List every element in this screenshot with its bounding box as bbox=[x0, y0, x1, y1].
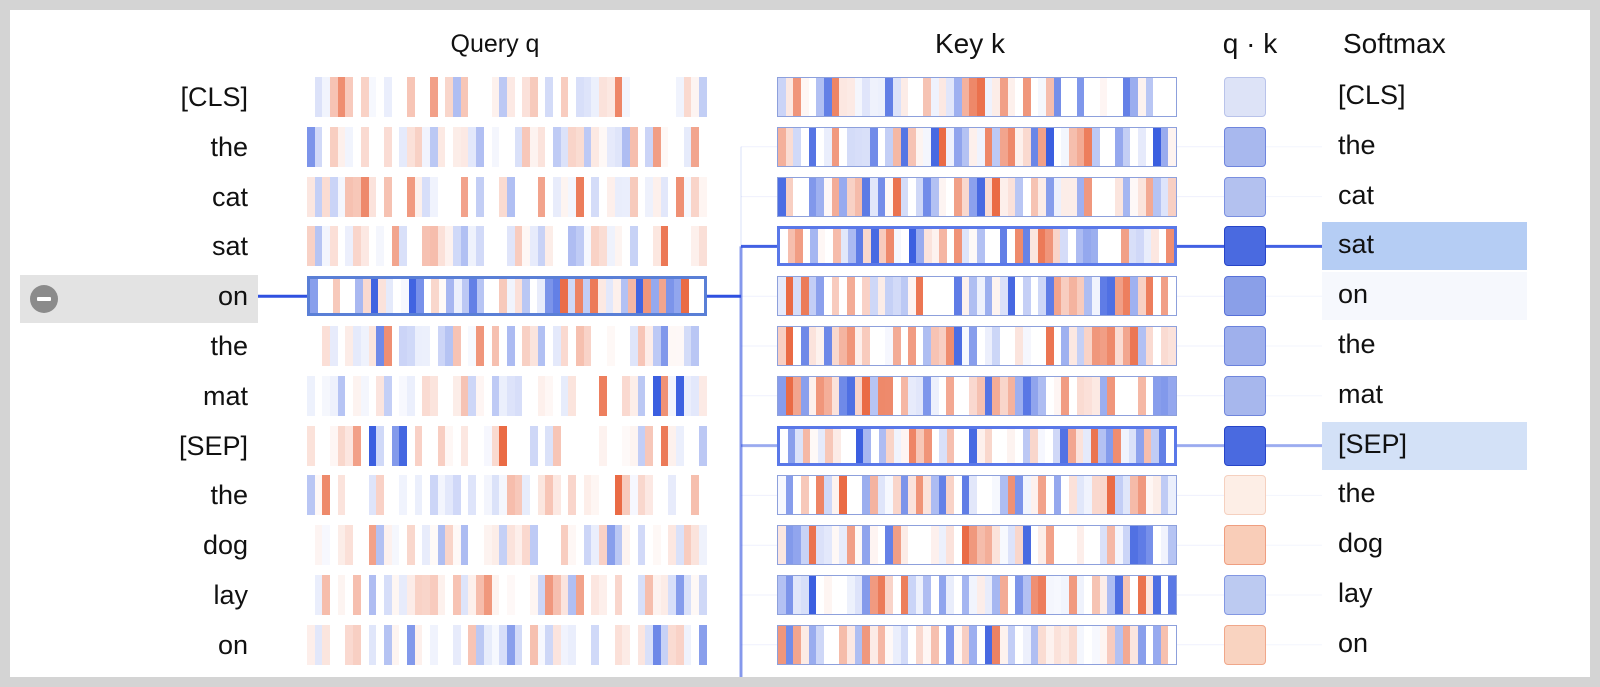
softmax-token-label: sat bbox=[1322, 222, 1527, 271]
query-vector bbox=[307, 375, 707, 416]
query-vector bbox=[307, 475, 707, 516]
dot-product-column-header: q · k bbox=[1222, 28, 1278, 59]
key-vector bbox=[777, 375, 1177, 416]
key-vector bbox=[777, 276, 1177, 317]
softmax-token-label: lay bbox=[1338, 578, 1373, 608]
key-vector bbox=[777, 525, 1177, 566]
softmax-token-label: the bbox=[1338, 129, 1376, 160]
query-token-label[interactable]: mat bbox=[202, 380, 248, 411]
query-token-label[interactable]: sat bbox=[211, 231, 248, 262]
query-vector-selected bbox=[307, 276, 707, 317]
softmax-token-label: dog bbox=[1338, 528, 1384, 559]
key-vector-attended bbox=[777, 425, 1177, 466]
softmax-token-label: the bbox=[1338, 329, 1376, 359]
query-vector bbox=[307, 126, 707, 167]
query-vector bbox=[307, 77, 707, 117]
query-vector bbox=[307, 326, 707, 366]
query-token-label[interactable]: dog bbox=[202, 530, 248, 561]
query-token-label[interactable]: cat bbox=[211, 181, 248, 212]
query-token-label[interactable]: on bbox=[217, 629, 248, 660]
key-vector bbox=[777, 77, 1177, 117]
softmax-column-header: Softmax bbox=[1343, 28, 1446, 59]
softmax-token-label: [CLS] bbox=[1338, 80, 1406, 110]
key-vector-attended bbox=[777, 226, 1177, 267]
query-vector bbox=[307, 525, 707, 566]
softmax-token-label: mat bbox=[1338, 378, 1384, 409]
query-token-label[interactable]: the bbox=[210, 131, 248, 162]
key-vector bbox=[777, 176, 1177, 217]
dot-product-cell bbox=[1224, 226, 1266, 267]
dot-product-cell bbox=[1224, 176, 1266, 217]
query-column-header: Query q bbox=[450, 30, 540, 58]
key-vector bbox=[777, 326, 1177, 366]
query-token-label[interactable]: lay bbox=[213, 580, 248, 610]
dot-product-cell bbox=[1224, 77, 1266, 117]
key-vector bbox=[777, 475, 1177, 516]
dot-product-cell bbox=[1224, 126, 1266, 167]
query-token-label[interactable]: the bbox=[210, 480, 248, 511]
attention-visualization-panel: Query q Key k q · k Softmax [CLS] [CLS] th… bbox=[10, 10, 1590, 677]
minus-circle-icon[interactable] bbox=[30, 285, 58, 313]
query-token-label[interactable]: on bbox=[217, 281, 248, 312]
key-vector bbox=[777, 126, 1177, 167]
query-token-label[interactable]: [CLS] bbox=[180, 82, 248, 112]
softmax-token-label: cat bbox=[1338, 179, 1375, 210]
query-vector bbox=[307, 176, 707, 217]
dot-product-cell bbox=[1224, 375, 1266, 416]
key-vector bbox=[777, 624, 1177, 665]
query-vector bbox=[307, 575, 707, 615]
dot-product-cell bbox=[1224, 575, 1266, 615]
softmax-token-label: on bbox=[1322, 272, 1527, 321]
key-column-header: Key k bbox=[934, 28, 1006, 59]
query-vector bbox=[307, 425, 707, 466]
query-vector bbox=[307, 226, 707, 267]
softmax-token-label: on bbox=[1338, 627, 1369, 658]
dot-product-cell bbox=[1224, 326, 1266, 366]
dot-product-cell bbox=[1224, 425, 1266, 466]
attention-links bbox=[258, 146, 1322, 677]
dot-product-cell bbox=[1224, 475, 1266, 516]
query-token-label[interactable]: the bbox=[210, 331, 248, 361]
query-vector bbox=[307, 624, 707, 665]
selected-token-row[interactable] bbox=[20, 275, 258, 323]
query-token-label[interactable]: [SEP] bbox=[178, 430, 248, 461]
softmax-token-label: the bbox=[1338, 478, 1376, 509]
dot-product-cell bbox=[1224, 276, 1266, 317]
softmax-token-label: [SEP] bbox=[1322, 421, 1527, 470]
key-vector bbox=[777, 575, 1177, 615]
dot-product-cell bbox=[1224, 624, 1266, 665]
dot-product-cell bbox=[1224, 525, 1266, 566]
